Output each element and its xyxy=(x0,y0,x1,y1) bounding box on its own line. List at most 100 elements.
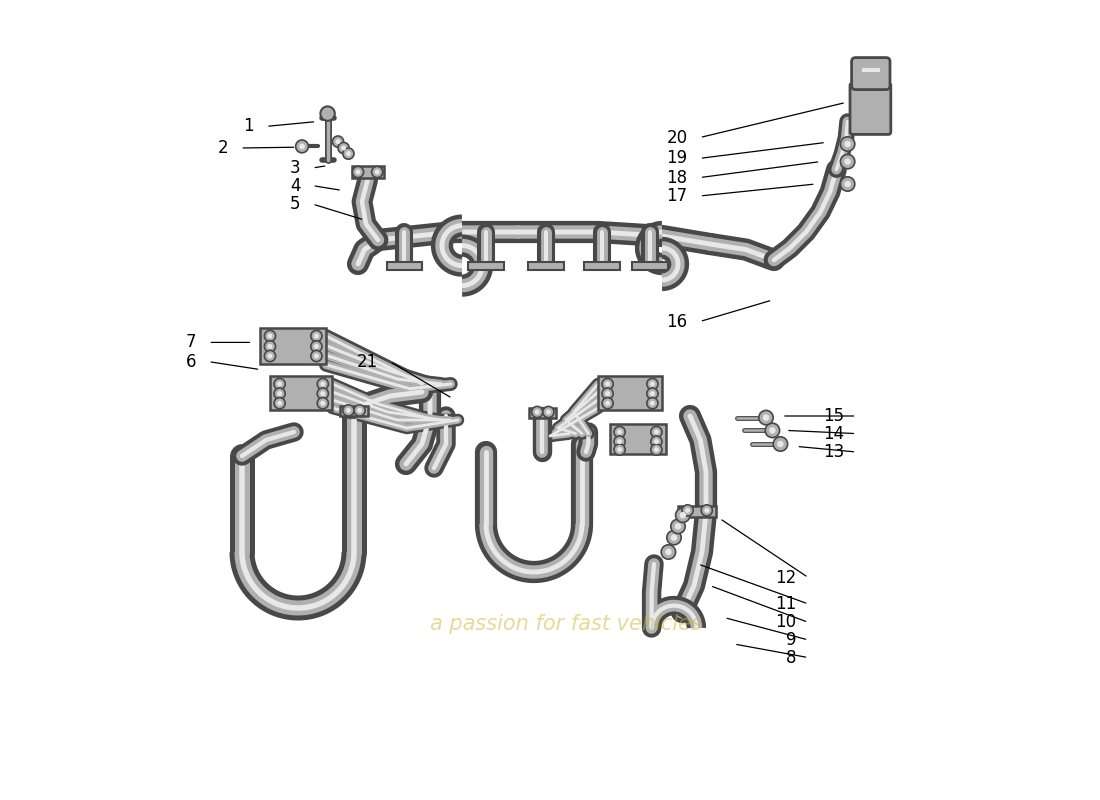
Text: 6: 6 xyxy=(186,353,197,370)
Circle shape xyxy=(317,378,329,390)
Circle shape xyxy=(661,545,675,559)
Circle shape xyxy=(650,391,654,396)
Circle shape xyxy=(343,148,354,159)
Text: 2: 2 xyxy=(218,139,229,157)
Circle shape xyxy=(345,151,351,156)
Circle shape xyxy=(277,391,282,396)
Text: 8: 8 xyxy=(785,649,796,666)
Circle shape xyxy=(602,388,613,399)
Circle shape xyxy=(778,441,783,447)
Circle shape xyxy=(345,408,351,413)
Circle shape xyxy=(354,405,365,416)
Circle shape xyxy=(840,154,855,169)
Polygon shape xyxy=(270,376,332,410)
Circle shape xyxy=(653,439,659,444)
Circle shape xyxy=(311,350,322,362)
Text: 15: 15 xyxy=(823,407,845,425)
Circle shape xyxy=(840,137,855,151)
Circle shape xyxy=(531,406,542,418)
Text: 13: 13 xyxy=(823,443,845,461)
Circle shape xyxy=(338,142,349,154)
Circle shape xyxy=(375,170,379,174)
Circle shape xyxy=(296,140,308,153)
Circle shape xyxy=(264,330,276,342)
Circle shape xyxy=(336,139,341,144)
Circle shape xyxy=(341,146,346,150)
Circle shape xyxy=(332,136,343,147)
Circle shape xyxy=(314,354,319,358)
Circle shape xyxy=(542,406,554,418)
Text: a passion for fast vehicles: a passion for fast vehicles xyxy=(430,614,702,634)
Circle shape xyxy=(666,549,672,555)
Text: 18: 18 xyxy=(667,169,688,186)
Circle shape xyxy=(267,354,273,358)
Text: 14: 14 xyxy=(823,425,845,442)
Polygon shape xyxy=(632,262,668,270)
Circle shape xyxy=(647,388,658,399)
Text: 20: 20 xyxy=(667,129,688,146)
Circle shape xyxy=(602,378,613,390)
Circle shape xyxy=(320,391,326,396)
Circle shape xyxy=(311,341,322,352)
Circle shape xyxy=(651,426,662,438)
Polygon shape xyxy=(529,408,557,418)
Circle shape xyxy=(311,330,322,342)
Circle shape xyxy=(614,436,625,447)
Text: 21: 21 xyxy=(356,353,378,370)
Circle shape xyxy=(682,505,693,516)
Circle shape xyxy=(701,505,713,516)
Circle shape xyxy=(546,410,551,414)
Text: 16: 16 xyxy=(667,313,688,330)
Text: 17: 17 xyxy=(667,187,688,205)
Circle shape xyxy=(840,177,855,191)
Text: 1: 1 xyxy=(243,118,254,135)
Text: 11: 11 xyxy=(776,595,796,613)
Circle shape xyxy=(355,170,361,174)
Circle shape xyxy=(299,143,305,150)
Polygon shape xyxy=(610,424,665,454)
Text: 9: 9 xyxy=(785,631,796,649)
Circle shape xyxy=(614,444,625,455)
Circle shape xyxy=(680,512,686,518)
Circle shape xyxy=(264,341,276,352)
Circle shape xyxy=(617,447,623,452)
Circle shape xyxy=(685,508,690,513)
Circle shape xyxy=(274,398,285,409)
Circle shape xyxy=(647,378,658,390)
FancyBboxPatch shape xyxy=(851,58,890,90)
Circle shape xyxy=(651,436,662,447)
Text: 7: 7 xyxy=(186,334,197,351)
Polygon shape xyxy=(387,262,422,270)
Polygon shape xyxy=(352,166,384,178)
Polygon shape xyxy=(340,406,367,416)
Circle shape xyxy=(617,439,623,444)
Circle shape xyxy=(343,405,354,416)
Circle shape xyxy=(320,382,326,386)
Polygon shape xyxy=(598,376,662,410)
Text: 12: 12 xyxy=(776,569,796,586)
Circle shape xyxy=(647,398,658,409)
Circle shape xyxy=(651,444,662,455)
Circle shape xyxy=(617,430,623,434)
Circle shape xyxy=(535,410,540,414)
Polygon shape xyxy=(678,506,716,517)
Circle shape xyxy=(320,401,326,406)
Circle shape xyxy=(845,141,850,147)
Circle shape xyxy=(602,398,613,409)
Polygon shape xyxy=(584,262,619,270)
Circle shape xyxy=(605,401,610,406)
Circle shape xyxy=(674,523,681,530)
Circle shape xyxy=(314,334,319,338)
Circle shape xyxy=(614,426,625,438)
Circle shape xyxy=(759,410,773,425)
Circle shape xyxy=(773,437,788,451)
Circle shape xyxy=(704,508,710,513)
Circle shape xyxy=(317,388,329,399)
Circle shape xyxy=(766,423,780,438)
Circle shape xyxy=(358,408,362,413)
Polygon shape xyxy=(528,262,563,270)
Circle shape xyxy=(671,519,685,534)
Circle shape xyxy=(845,158,850,165)
Polygon shape xyxy=(469,262,504,270)
Circle shape xyxy=(277,401,282,406)
